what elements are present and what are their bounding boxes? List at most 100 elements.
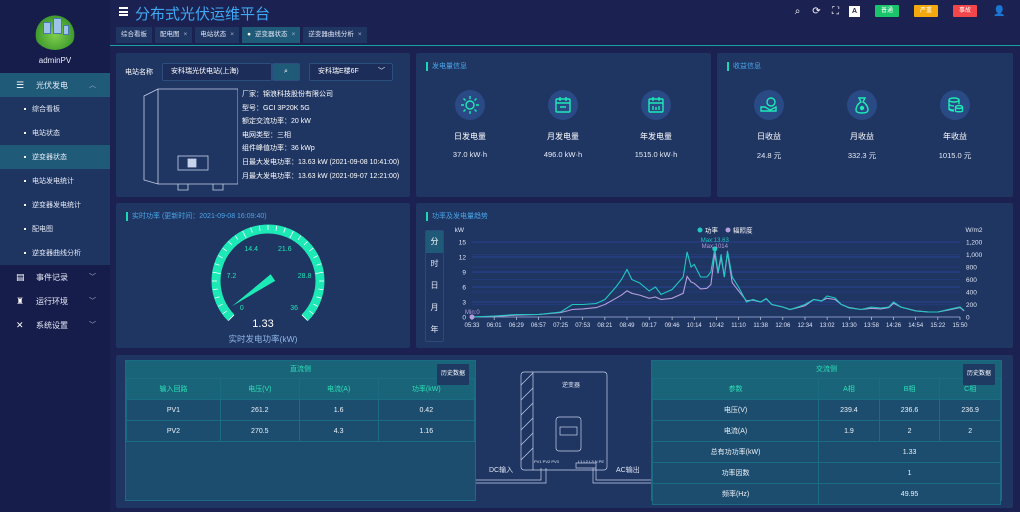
data-point bbox=[710, 284, 712, 285]
data-point bbox=[538, 314, 539, 315]
tab-station-status[interactable]: 电站状态 × bbox=[195, 27, 240, 43]
chevron-down-icon: ﹀ bbox=[89, 322, 96, 329]
search-button[interactable]: ⌕ bbox=[272, 63, 300, 81]
granularity-hour[interactable]: 时 bbox=[430, 259, 439, 268]
tab-inverter-curve[interactable]: 逆变器曲线分析 × bbox=[303, 27, 367, 43]
sidebar-item-distribution[interactable]: 配电图 bbox=[0, 217, 110, 241]
search-icon: ⌕ bbox=[284, 68, 288, 75]
sidebar-group-environment[interactable]: ♜ 运行环境 ﹀ bbox=[16, 295, 96, 306]
gauge-tick bbox=[316, 263, 322, 266]
monthly-income: 月收益 332.3 元 bbox=[822, 90, 902, 161]
refresh-icon[interactable]: ⟳ bbox=[812, 5, 821, 17]
alarm-normal-badge[interactable]: 普通 bbox=[875, 5, 899, 17]
inverter-select[interactable]: 安科瑞E楼6F ﹀ bbox=[309, 63, 393, 81]
data-point bbox=[682, 276, 684, 278]
sidebar-item-inverter-curve[interactable]: 逆变器曲线分析 bbox=[0, 241, 110, 265]
sidebar-item-station-status[interactable]: 电站状态 bbox=[0, 121, 110, 145]
data-point bbox=[821, 300, 822, 302]
legend-marker bbox=[725, 227, 731, 233]
data-point bbox=[615, 286, 617, 288]
data-point bbox=[834, 299, 836, 300]
granularity-year[interactable]: 年 bbox=[430, 325, 439, 334]
granularity-minute[interactable]: 分 bbox=[426, 231, 443, 253]
user-icon[interactable]: 👤 bbox=[993, 5, 1006, 17]
gauge-tick-label: 0 bbox=[240, 305, 244, 312]
legend-marker bbox=[697, 227, 703, 233]
data-point bbox=[515, 314, 517, 315]
table-row: 电流(A) 1.9 2 2 bbox=[651, 420, 1001, 442]
data-point bbox=[595, 307, 597, 309]
y2-tick-label: 400 bbox=[966, 290, 977, 297]
data-point bbox=[826, 295, 828, 297]
data-point bbox=[648, 290, 650, 292]
calendar-chart-icon bbox=[641, 90, 671, 120]
y-tick-label: 0 bbox=[462, 315, 466, 322]
search-icon[interactable]: ⌕ bbox=[794, 5, 801, 17]
data-point bbox=[682, 292, 684, 294]
x-tick-label: 07:25 bbox=[553, 323, 569, 329]
sidebar-item-inverter-status[interactable]: 逆变器状态 bbox=[0, 145, 110, 169]
tab-distribution[interactable]: 配电图 × bbox=[155, 27, 193, 43]
x-tick-label: 14:26 bbox=[886, 323, 902, 329]
ac-history-button[interactable]: 历史数据 bbox=[962, 364, 995, 385]
data-point bbox=[937, 311, 939, 313]
font-size-icon[interactable]: A bbox=[849, 5, 860, 17]
data-point bbox=[615, 297, 617, 299]
data-point bbox=[639, 282, 641, 284]
data-point bbox=[671, 289, 673, 290]
close-icon[interactable]: × bbox=[357, 31, 362, 38]
close-icon[interactable]: × bbox=[291, 31, 296, 38]
sidebar-group-pv[interactable]: ☰ 光伏发电 ︿ bbox=[0, 73, 110, 97]
dc-history-button[interactable]: 历史数据 bbox=[436, 364, 469, 385]
x-tick-label: 08:21 bbox=[597, 323, 613, 329]
sidebar-group-settings[interactable]: ✕ 系统设置 ﹀ bbox=[16, 319, 96, 330]
data-point bbox=[771, 304, 773, 305]
y-axis-label: kW bbox=[455, 227, 465, 234]
y2-tick-label: 1,200 bbox=[966, 240, 983, 247]
yearly-income: 年收益 1015.0 元 bbox=[915, 90, 995, 161]
granularity-day[interactable]: 日 bbox=[430, 281, 439, 290]
gauge-tick-label: 7.2 bbox=[227, 273, 237, 280]
data-point bbox=[727, 250, 728, 252]
station-input[interactable]: 安科瑞光伏电站(上海) bbox=[162, 63, 272, 81]
sidebar-item-dashboard[interactable]: 综合看板 bbox=[0, 97, 110, 121]
data-point bbox=[710, 271, 712, 273]
sidebar-item-station-stats[interactable]: 电站发电统计 bbox=[0, 169, 110, 193]
data-point bbox=[765, 298, 767, 299]
close-icon[interactable]: × bbox=[183, 31, 188, 38]
data-point bbox=[626, 290, 628, 292]
y-tick-label: 3 bbox=[462, 300, 466, 307]
sidebar-item-inverter-stats[interactable]: 逆变器发电统计 bbox=[0, 193, 110, 217]
fullscreen-icon[interactable]: ⛶ bbox=[832, 5, 839, 17]
data-point bbox=[493, 315, 495, 317]
realtime-power-panel: 实时功率 (更新时间：2021-09-08 16:09:40) 0 7.2 14.4… bbox=[116, 203, 410, 348]
document-icon: ▤ bbox=[16, 271, 25, 282]
gauge-value: 1.33 bbox=[252, 318, 274, 330]
pv-ports-label: PV1 PV2 PV3 bbox=[534, 459, 559, 464]
alarm-severe-badge[interactable]: 严重 bbox=[914, 5, 938, 17]
tab-inverter-status[interactable]: ● 逆变器状态 × bbox=[242, 27, 301, 43]
alarm-accident-badge[interactable]: 事故 bbox=[953, 5, 977, 17]
granularity-month[interactable]: 月 bbox=[430, 303, 439, 312]
trend-chart-panel: 功率及发电量趋势 分 时 日 月 年 0 3 6 9 12 15 0 200 400 600 800… bbox=[416, 203, 1013, 348]
gauge-tick bbox=[242, 230, 247, 239]
y-tick-label: 9 bbox=[462, 270, 466, 277]
gauge-tick bbox=[217, 255, 223, 259]
tab-dashboard[interactable]: 综合看板 bbox=[116, 27, 152, 43]
panel-title: 收益信息 bbox=[727, 62, 761, 71]
data-point bbox=[738, 286, 739, 288]
y-tick-label: 6 bbox=[462, 285, 466, 292]
data-point bbox=[826, 297, 828, 299]
panel-title: 发电量信息 bbox=[426, 62, 467, 71]
x-tick-label: 10:14 bbox=[687, 323, 703, 329]
data-point bbox=[660, 294, 662, 295]
close-icon[interactable]: × bbox=[230, 31, 235, 38]
y2-tick-label: 0 bbox=[966, 315, 970, 322]
inverter-detail-panel: 直流侧 历史数据 输入回路 电压(V) 电流(A) 功率(kW) PV1 261.2 1.6… bbox=[116, 355, 1013, 508]
sidebar-group-events[interactable]: ▤ 事件记录 ﹀ bbox=[16, 271, 96, 282]
data-point bbox=[621, 294, 622, 296]
panel-title: 实时功率 (更新时间：2021-09-08 16:09:40) bbox=[126, 212, 267, 221]
data-point bbox=[789, 309, 791, 310]
x-tick-label: 15:50 bbox=[952, 323, 968, 329]
menu-toggle-icon[interactable] bbox=[119, 7, 128, 16]
